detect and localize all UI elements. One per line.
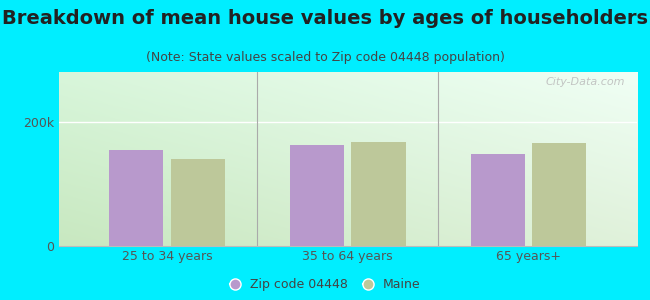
Bar — [471, 154, 525, 246]
Bar — [170, 159, 225, 246]
Bar — [109, 150, 163, 246]
Text: (Note: State values scaled to Zip code 04448 population): (Note: State values scaled to Zip code 0… — [146, 51, 504, 64]
Text: City-Data.com: City-Data.com — [546, 77, 625, 87]
Bar — [352, 142, 406, 246]
Bar — [290, 145, 344, 246]
Text: Breakdown of mean house values by ages of householders: Breakdown of mean house values by ages o… — [2, 9, 648, 28]
Bar — [532, 143, 586, 246]
Legend: Zip code 04448, Maine: Zip code 04448, Maine — [227, 276, 422, 294]
